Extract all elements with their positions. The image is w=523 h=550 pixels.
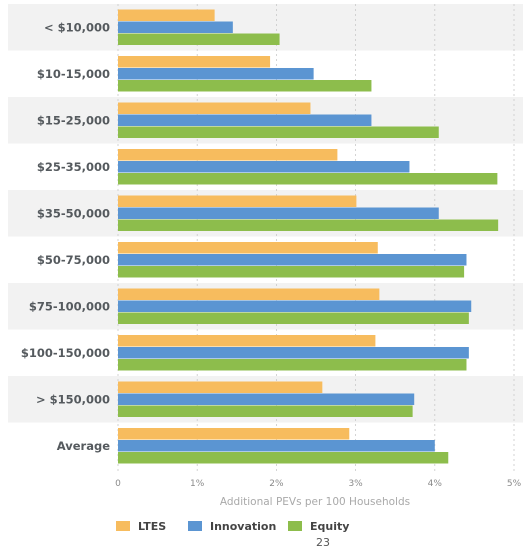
category-label: $75-100,000	[29, 299, 110, 313]
bar-innovation	[118, 68, 314, 80]
category-labels: < $10,000 $10-15,000 $15-25,000 $25-35,000 $…	[21, 20, 110, 453]
x-tick-label: 0	[115, 479, 121, 489]
bar-ltes	[118, 56, 271, 68]
legend-label-equity: Equity	[310, 520, 349, 533]
x-tick-label: 4%	[428, 479, 443, 489]
category-label: $25-35,000	[37, 160, 110, 174]
legend: LTES Innovation Equity	[116, 520, 349, 533]
bar-innovation	[118, 114, 372, 126]
bar-innovation	[118, 161, 410, 173]
category-label: $100-150,000	[21, 346, 110, 360]
category-label: $10-15,000	[37, 67, 110, 81]
page-number: 23	[316, 536, 330, 549]
legend-label-ltes: LTES	[138, 520, 166, 533]
category-label: $15-25,000	[37, 113, 110, 127]
bar-equity	[118, 405, 413, 417]
bar-equity	[118, 219, 499, 231]
category-label: $35-50,000	[37, 206, 110, 220]
bar-equity	[118, 173, 498, 185]
bar-innovation	[118, 393, 415, 405]
bar-ltes	[118, 428, 350, 440]
category-label: < $10,000	[44, 20, 110, 34]
legend-swatch-ltes	[116, 521, 130, 531]
bar-equity	[118, 312, 469, 324]
bar-equity	[118, 266, 465, 278]
bar-innovation	[118, 347, 469, 359]
bar-ltes	[118, 242, 378, 254]
bar-ltes	[118, 149, 338, 161]
x-tick-labels: 0 1% 2% 3% 4% 5%	[115, 479, 521, 489]
bar-ltes	[118, 102, 311, 114]
bar-innovation	[118, 300, 472, 312]
x-tick-label: 5%	[507, 479, 522, 489]
bar-equity	[118, 452, 449, 464]
bar-equity	[118, 80, 372, 92]
bar-innovation	[118, 440, 435, 452]
bar-ltes	[118, 288, 380, 300]
legend-label-innovation: Innovation	[210, 520, 276, 533]
category-label: Average	[57, 439, 110, 453]
bar-innovation	[118, 21, 233, 33]
category-label: $50-75,000	[37, 253, 110, 267]
legend-swatch-innovation	[188, 521, 202, 531]
legend-swatch-equity	[288, 521, 302, 531]
bar-equity	[118, 359, 467, 371]
category-label: > $150,000	[36, 392, 110, 406]
x-tick-label: 3%	[348, 479, 363, 489]
x-tick-label: 2%	[269, 479, 284, 489]
bar-ltes	[118, 195, 357, 207]
x-tick-label: 1%	[190, 479, 205, 489]
x-axis-title: Additional PEVs per 100 Households	[220, 496, 410, 508]
bar-ltes	[118, 335, 376, 347]
bar-equity	[118, 33, 280, 45]
bar-equity	[118, 126, 439, 138]
bar-ltes	[118, 9, 215, 21]
bar-ltes	[118, 381, 323, 393]
bars	[118, 9, 499, 464]
bar-innovation	[118, 254, 467, 266]
bar-innovation	[118, 207, 439, 219]
